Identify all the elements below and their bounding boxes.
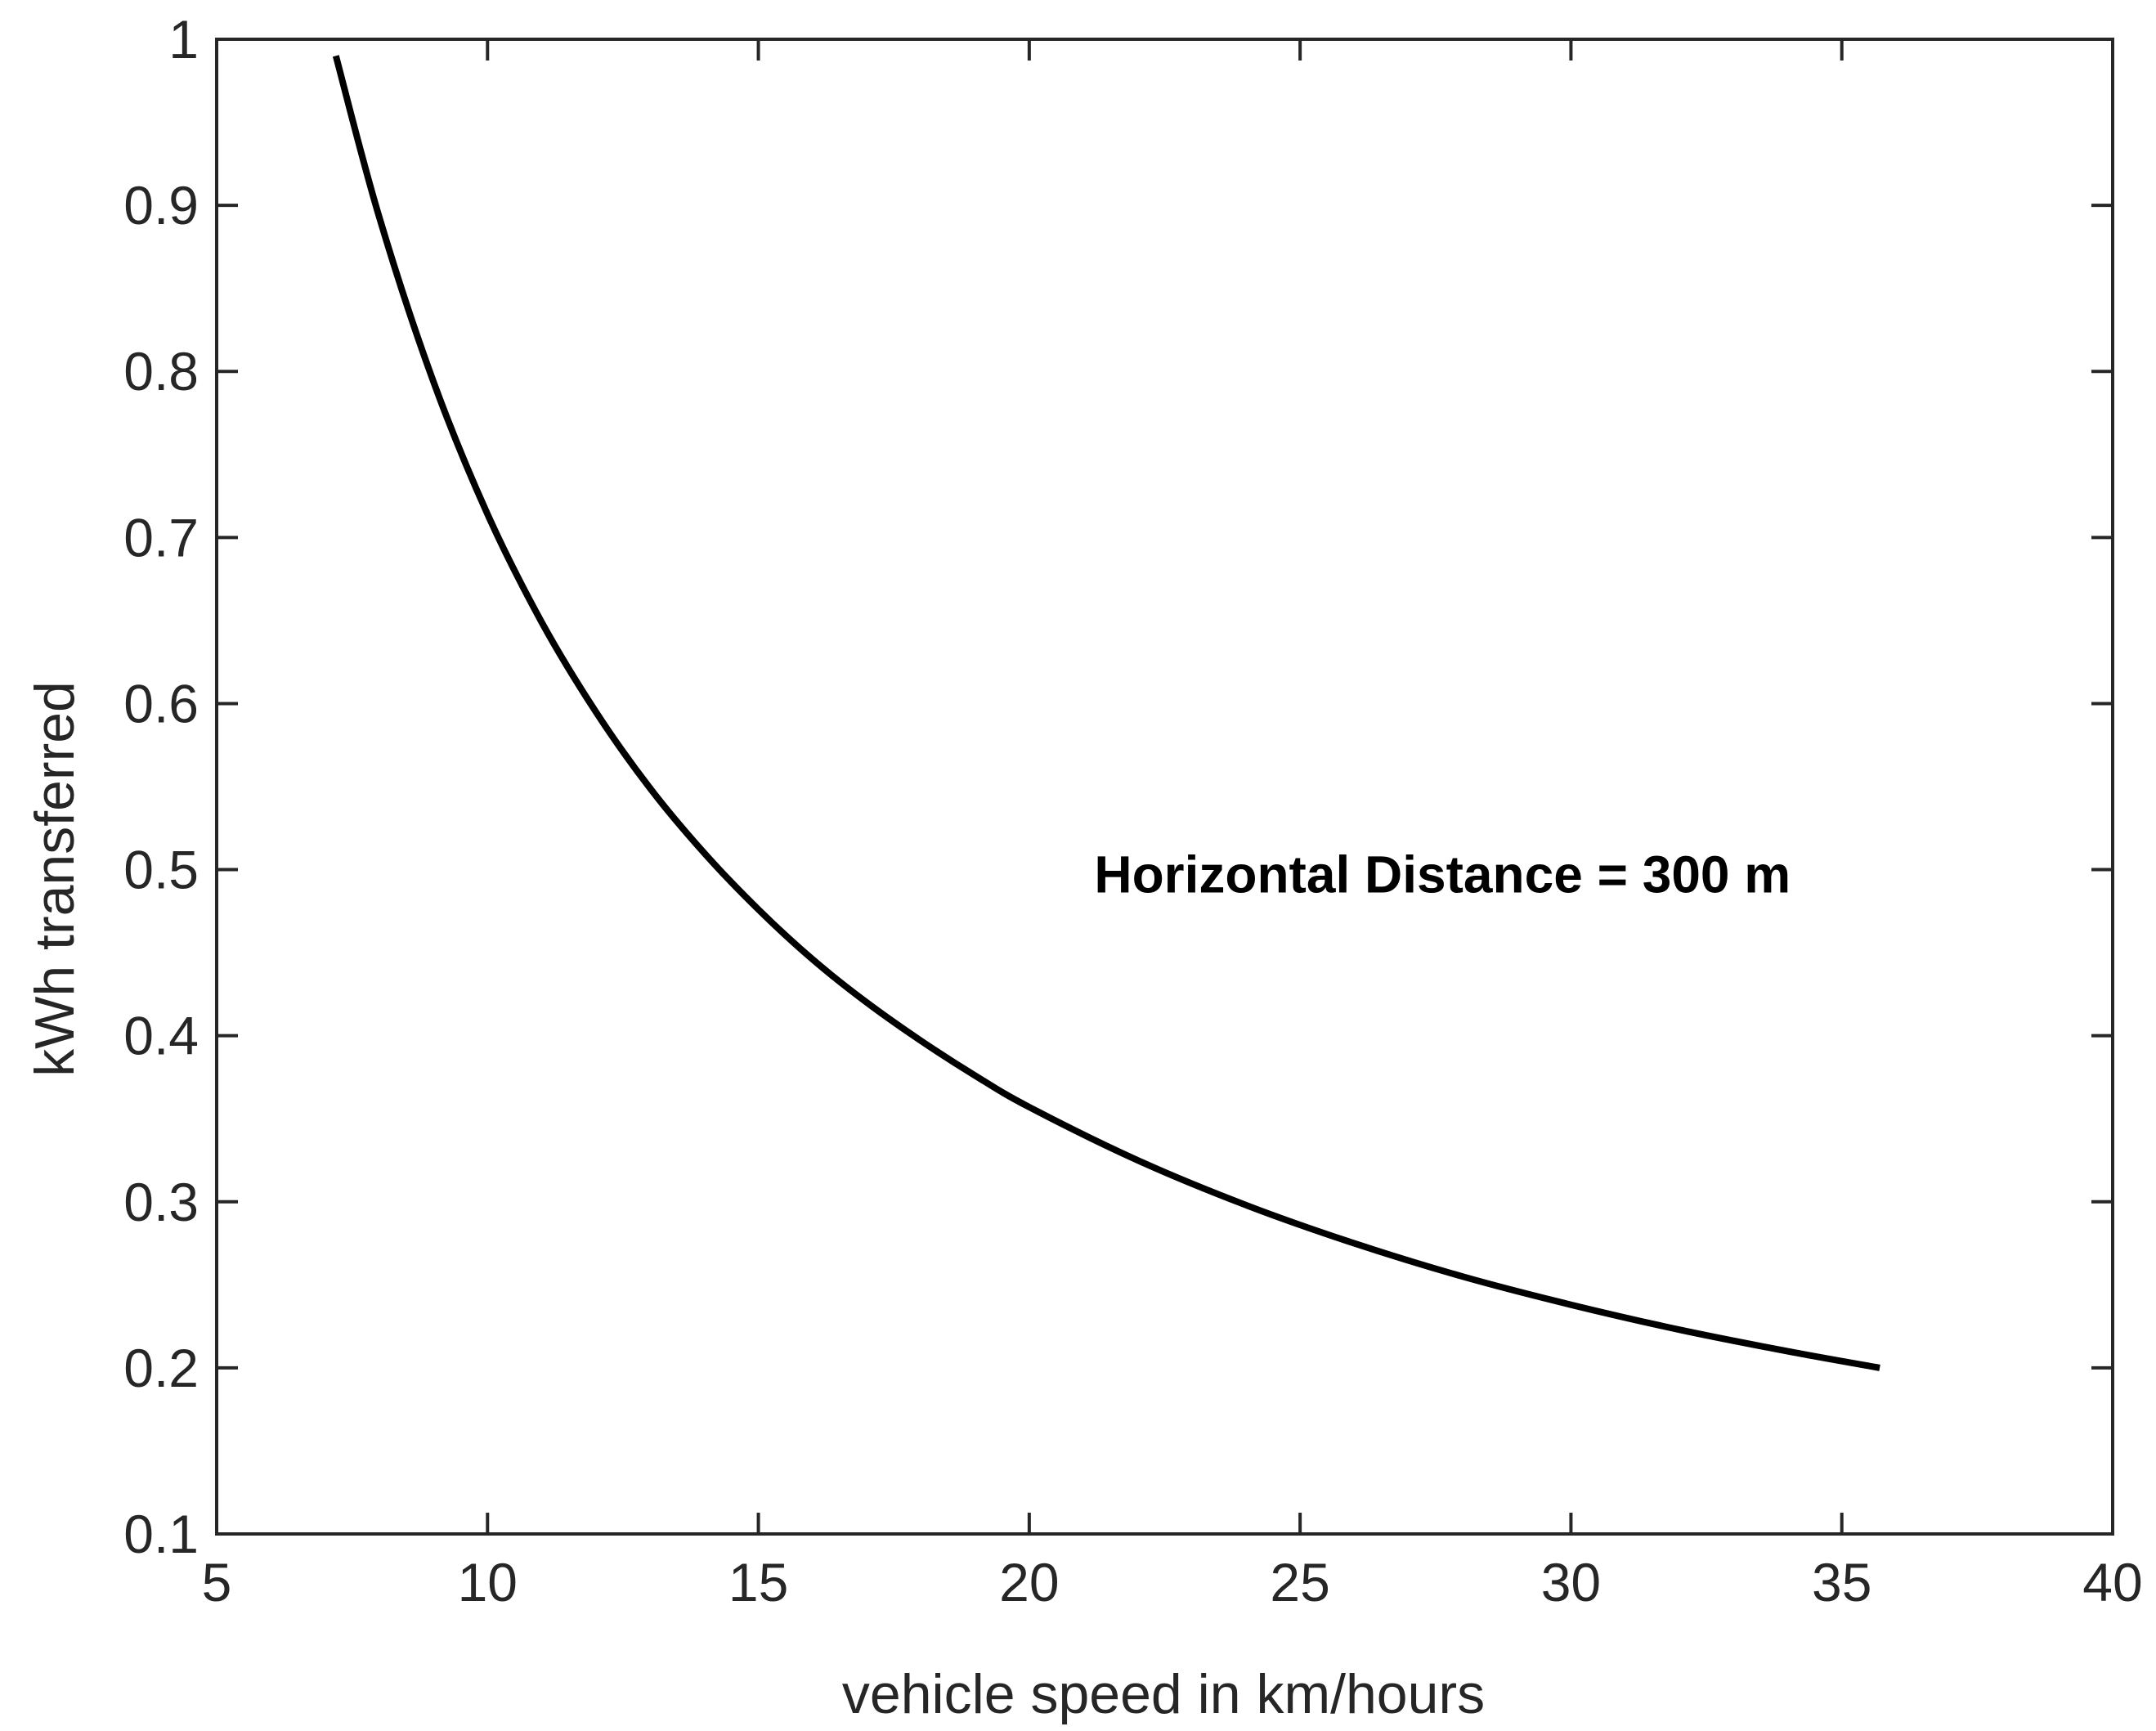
series-line: [332, 55, 1880, 1371]
x-tick-label: 5: [202, 1552, 232, 1612]
annotation-layer: Horizontal Distance = 300 m: [1094, 845, 1791, 904]
annotation-text: Horizontal Distance = 300 m: [1094, 845, 1791, 904]
x-tick-label: 35: [1812, 1552, 1871, 1612]
y-tick-label: 0.3: [123, 1172, 199, 1232]
y-tick-label: 0.4: [123, 1006, 199, 1066]
y-axis-label: kWh transferred: [24, 681, 86, 1077]
x-tick-label: 20: [999, 1552, 1059, 1612]
x-axis-ticks: 5 10 15 20 25 30 35 40: [202, 39, 2143, 1612]
x-tick-label: 40: [2082, 1552, 2142, 1612]
x-tick-label: 30: [1541, 1552, 1601, 1612]
y-tick-label: 0.6: [123, 673, 199, 733]
y-tick-label: 0.1: [123, 1504, 199, 1564]
x-tick-label: 10: [458, 1552, 518, 1612]
y-tick-label: 0.8: [123, 341, 199, 401]
plot-frame: [215, 38, 2114, 1536]
y-tick-label: 0.7: [123, 507, 199, 567]
y-axis-ticks: 0.1 0.2 0.3 0.4 0.5 0.6 0.7 0.8 0.9 1: [123, 9, 2113, 1564]
y-tick-label: 0.2: [123, 1338, 199, 1398]
series-layer: [332, 55, 1880, 1371]
y-tick-label: 0.5: [123, 840, 199, 900]
plot-area: [215, 38, 2114, 1536]
y-tick-label: 1: [168, 9, 199, 70]
x-tick-label: 25: [1270, 1552, 1329, 1612]
x-axis-label: vehicle speed in km/hours: [842, 1663, 1485, 1725]
x-tick-label: 15: [728, 1552, 788, 1612]
y-tick-label: 0.9: [123, 175, 199, 235]
